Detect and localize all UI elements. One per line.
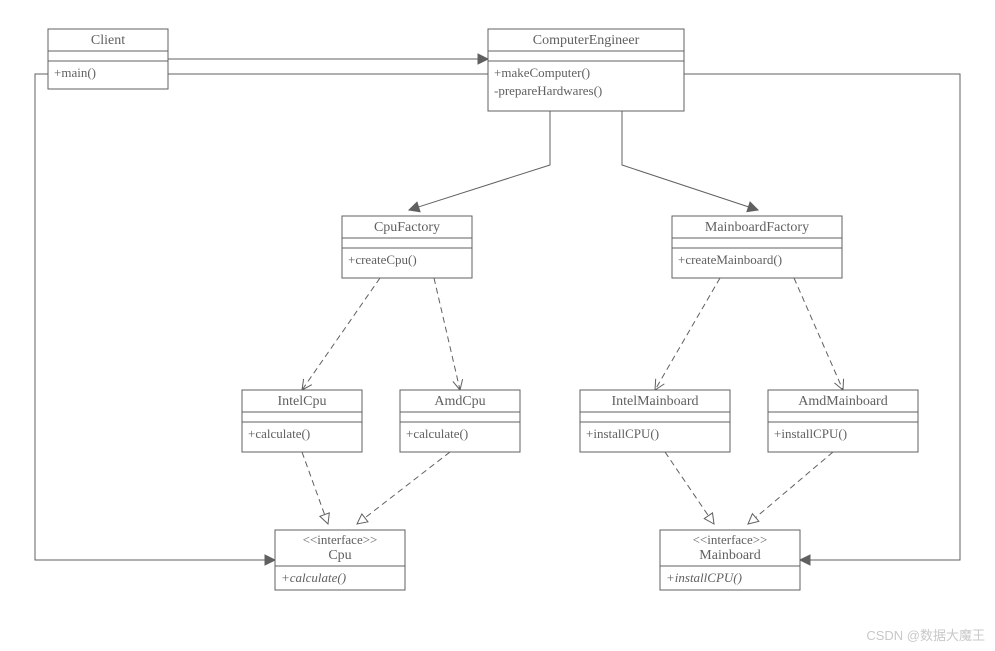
class-name: IntelMainboard bbox=[611, 394, 698, 409]
member: +calculate() bbox=[406, 426, 468, 441]
edge-mainboardfactory bbox=[794, 278, 843, 390]
edge-engineer bbox=[419, 111, 550, 207]
edge-amdmainboard bbox=[756, 452, 833, 518]
class-cpu: <<interface>>Cpu +calculate() bbox=[275, 530, 405, 590]
member: +main() bbox=[54, 65, 96, 80]
member: +installCPU() bbox=[666, 570, 742, 585]
class-cpufactory: CpuFactory +createCpu() bbox=[342, 216, 472, 278]
edge-cpufactory bbox=[302, 278, 380, 390]
class-name: CpuFactory bbox=[374, 220, 440, 235]
edge-engineer-mainboard bbox=[684, 74, 960, 560]
edge-cpufactory bbox=[434, 278, 460, 390]
edge-amdcpu bbox=[365, 452, 450, 518]
class-mainboardfactory: MainboardFactory +createMainboard() bbox=[672, 216, 842, 278]
member: +calculate() bbox=[248, 426, 310, 441]
stereotype: <<interface>> bbox=[303, 532, 378, 547]
edge-engineer-cpu bbox=[35, 74, 488, 560]
class-client: Client +main() bbox=[48, 29, 168, 89]
class-name: AmdMainboard bbox=[798, 394, 887, 409]
stereotype: <<interface>> bbox=[693, 532, 768, 547]
member: +makeComputer() bbox=[494, 65, 590, 80]
edge-engineer bbox=[622, 111, 749, 207]
watermark: CSDN @数据大魔王 bbox=[866, 628, 985, 643]
edge-intelcpu bbox=[302, 452, 325, 515]
class-engineer: ComputerEngineer +makeComputer() -prepareH… bbox=[488, 29, 684, 111]
edge-mainboardfactory bbox=[655, 278, 720, 390]
class-name: Client bbox=[91, 33, 125, 48]
class-name: MainboardFactory bbox=[705, 220, 809, 235]
member: +createCpu() bbox=[348, 252, 417, 267]
class-amdmainboard: AmdMainboard +installCPU() bbox=[768, 390, 918, 452]
member: +installCPU() bbox=[586, 426, 659, 441]
member: -prepareHardwares() bbox=[494, 83, 602, 98]
uml-diagram: Client +main() ComputerEngineer +makeComput… bbox=[0, 0, 995, 651]
class-name: Cpu bbox=[328, 548, 351, 563]
member: +installCPU() bbox=[774, 426, 847, 441]
class-name: Mainboard bbox=[699, 548, 760, 563]
class-intelmainboard: IntelMainboard +installCPU() bbox=[580, 390, 730, 452]
class-mainboard: <<interface>>Mainboard +installCPU() bbox=[660, 530, 800, 590]
class-name: IntelCpu bbox=[278, 394, 327, 409]
edge-intelmainboard bbox=[665, 452, 708, 516]
class-amdcpu: AmdCpu +calculate() bbox=[400, 390, 520, 452]
member: +calculate() bbox=[281, 570, 346, 585]
class-name: AmdCpu bbox=[434, 394, 485, 409]
class-intelcpu: IntelCpu +calculate() bbox=[242, 390, 362, 452]
class-name: ComputerEngineer bbox=[533, 33, 640, 48]
member: +createMainboard() bbox=[678, 252, 782, 267]
